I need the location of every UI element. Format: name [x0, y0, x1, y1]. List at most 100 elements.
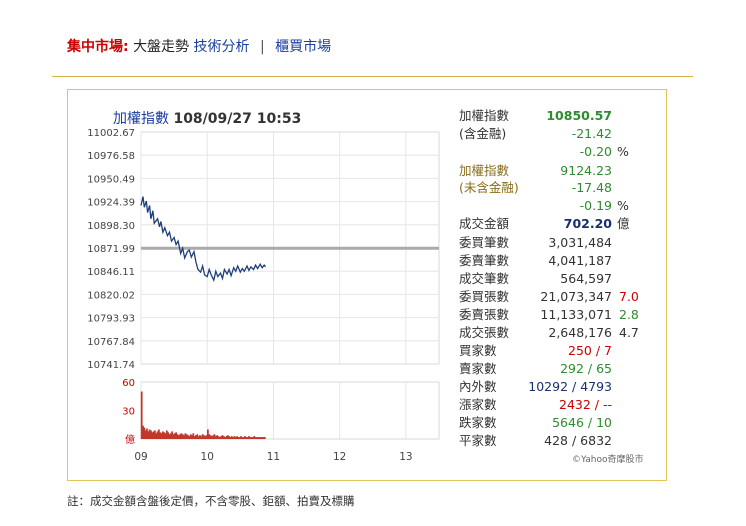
nav-link-otc[interactable]: 櫃買市場: [275, 39, 332, 55]
volume-bar: [188, 436, 191, 439]
volume-bar: [173, 433, 176, 439]
volume-bar: [196, 434, 199, 439]
volume-bar: [168, 434, 171, 439]
volume-bar: [204, 436, 207, 439]
volume-bar: [245, 437, 248, 439]
nav-link-trend[interactable]: 大盤走勢: [133, 39, 190, 55]
nav-link-technical[interactable]: 技術分析: [193, 39, 250, 55]
stat-unit: 億: [617, 216, 630, 231]
chart-title-index: 加權指數: [113, 111, 169, 127]
volume-bar: [261, 437, 264, 439]
volume-tick-label: 億: [125, 433, 135, 446]
volume-bar: [183, 435, 185, 439]
volume-bar: [258, 437, 261, 439]
stat-unit: %: [617, 198, 629, 213]
chart-title-datetime: 108/09/27 10:53: [173, 111, 302, 127]
volume-bar: [172, 434, 175, 439]
volume-bar: [171, 431, 174, 439]
stat-value: -21.42: [571, 126, 612, 141]
volume-bar: [213, 434, 216, 439]
stat-ratio: 2.8: [619, 307, 639, 322]
stat-value: 564,597: [560, 271, 612, 286]
x-tick-label: 09: [134, 451, 147, 463]
volume-bar: [195, 435, 197, 439]
x-tick-label: 10: [201, 451, 214, 463]
x-tick-label: 13: [399, 451, 412, 463]
stat-ratio: 4.7: [619, 325, 639, 340]
volume-bar: [161, 431, 164, 439]
volume-bar: [193, 436, 196, 439]
volume-bar: [232, 437, 234, 439]
chart-title: 加權指數 108/09/27 10:53: [113, 108, 301, 128]
nav-separator: |: [259, 39, 265, 55]
volume-bar: [199, 435, 201, 439]
volume-bar: [151, 432, 154, 439]
stat-value: 21,073,347: [540, 289, 612, 304]
x-tick-label: 12: [333, 451, 346, 463]
volume-bar: [203, 435, 205, 439]
stat-label: 平家數: [459, 433, 497, 448]
volume-bar: [229, 437, 232, 439]
stat-unit: %: [617, 144, 629, 159]
volume-bar: [257, 437, 260, 439]
volume-bar: [242, 437, 245, 439]
volume-bar: [240, 436, 242, 439]
x-tick-label: 11: [267, 451, 280, 463]
stat-ratio: 7.0: [619, 289, 639, 304]
volume-tick-label: 30: [122, 407, 135, 418]
volume-bar: [197, 436, 200, 439]
yahoo-credit: ©Yahoo奇摩股市: [572, 455, 644, 465]
volume-bar: [254, 437, 257, 439]
volume-bar: [167, 432, 170, 439]
volume-bar: [252, 437, 254, 439]
volume-tick-label: 60: [122, 378, 135, 389]
stat-value: 702.20: [563, 216, 612, 231]
volume-bar: [244, 436, 246, 439]
stat-label: 漲家數: [459, 397, 497, 412]
stat-value: 2,648,176: [548, 325, 612, 340]
y-tick-label: 10924.39: [87, 198, 135, 209]
stat-value: -0.19: [579, 198, 612, 213]
volume-bar: [259, 437, 262, 439]
stat-label: 加權指數: [459, 163, 510, 178]
volume-bar: [146, 428, 148, 439]
volume-bar: [217, 436, 220, 439]
volume-bar: [234, 437, 237, 439]
volume-bar: [154, 430, 156, 439]
market-nav: 集中市場: 大盤走勢 技術分析 | 櫃買市場: [67, 36, 331, 56]
volume-bar: [144, 430, 147, 439]
volume-bar: [163, 432, 166, 439]
volume-bar: [238, 437, 241, 439]
volume-bar: [165, 430, 168, 439]
volume-bar: [148, 429, 151, 439]
stat-value: 10850.57: [546, 108, 612, 123]
volume-bar: [210, 436, 213, 439]
volume-bar: [187, 435, 189, 439]
volume-bar: [164, 433, 167, 439]
volume-bar: [205, 435, 208, 439]
stat-label: 跌家數: [459, 415, 497, 430]
volume-bar: [209, 435, 212, 439]
volume-bar: [224, 437, 227, 439]
volume-bar: [250, 437, 253, 439]
volume-bar: [225, 436, 228, 439]
market-label: 集中市場:: [67, 39, 129, 55]
y-tick-label: 10793.93: [87, 314, 135, 325]
stat-label: 委買筆數: [459, 235, 510, 250]
stat-value: 4,041,187: [548, 253, 612, 268]
footnote: 註：成交金額含盤後定價，不含零股、鉅額、拍賣及標購: [67, 494, 355, 508]
stat-label: 內外數: [459, 379, 497, 394]
volume-bar: [208, 434, 211, 439]
stat-value: -17.48: [571, 180, 612, 195]
y-tick-label: 10898.30: [87, 221, 135, 232]
volume-bar: [246, 437, 249, 439]
volume-bar: [140, 391, 143, 439]
volume-bar: [228, 436, 230, 439]
index-chart: 11002.67 10976.58 10950.49 10924.39 10898.30…: [87, 128, 440, 463]
stat-value: 292 / 65: [560, 361, 612, 376]
stat-label: (含金融): [459, 126, 507, 141]
volume-bar: [143, 427, 146, 439]
stat-label: 成交金額: [459, 216, 510, 231]
volume-bar: [142, 425, 144, 439]
stat-label: 賣家數: [459, 361, 497, 376]
